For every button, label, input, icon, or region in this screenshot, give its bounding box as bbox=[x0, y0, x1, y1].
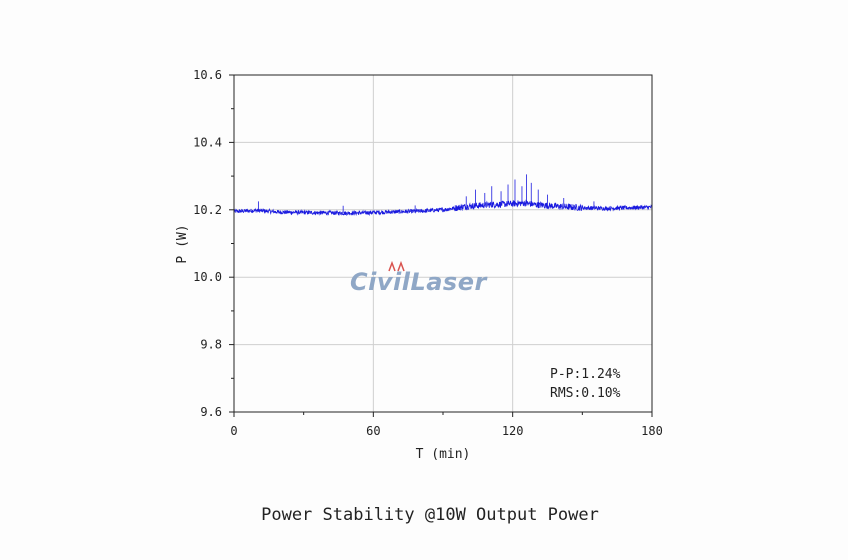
y-axis-title: P (W) bbox=[175, 224, 190, 263]
y-tick-label: 10.0 bbox=[193, 270, 222, 284]
series-line bbox=[233, 199, 653, 217]
x-axis-title: T (min) bbox=[416, 447, 471, 462]
axis-ticks bbox=[229, 74, 653, 417]
figure-caption: Power Stability @10W Output Power bbox=[261, 505, 599, 525]
watermark-text: CivilLaser bbox=[350, 268, 488, 296]
y-tick-label: 10.6 bbox=[193, 68, 222, 82]
x-tick-label: 120 bbox=[502, 424, 524, 438]
annotation-peak-to-peak: P-P:1.24% bbox=[550, 367, 621, 382]
plot-frame bbox=[233, 74, 653, 413]
annotation-rms: RMS:0.10% bbox=[550, 386, 621, 401]
series-spikes bbox=[257, 174, 595, 214]
watermark-accent bbox=[388, 260, 405, 272]
y-tick-label: 9.8 bbox=[200, 338, 222, 352]
x-tick-labels: 0 60 120 180 bbox=[230, 424, 662, 438]
x-tick-label: 0 bbox=[230, 424, 237, 438]
x-tick-label: 180 bbox=[641, 424, 663, 438]
y-tick-label: 10.2 bbox=[193, 203, 222, 217]
y-tick-label: 9.6 bbox=[200, 405, 222, 419]
y-tick-label: 10.4 bbox=[193, 135, 222, 149]
watermark-logo: CivilLaser bbox=[350, 260, 488, 296]
x-tick-label: 60 bbox=[366, 424, 380, 438]
y-tick-labels: 9.6 9.8 10.0 10.2 10.4 10.6 bbox=[193, 68, 222, 419]
grid-lines bbox=[234, 75, 652, 412]
